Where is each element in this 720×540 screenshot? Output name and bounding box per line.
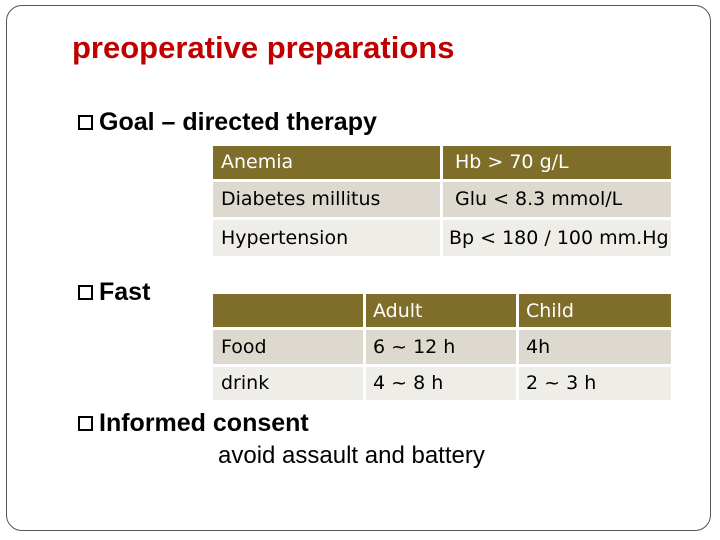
bullet-goal: Goal – directed therapy: [78, 108, 377, 137]
bullet-goal-text: Goal – directed therapy: [99, 108, 377, 136]
bullet-fast-text: Fast: [99, 278, 151, 306]
goal-target-cell: Hb > 70 g/L: [455, 151, 569, 173]
goal-condition-cell: Diabetes millitus: [221, 188, 381, 210]
checkbox-bullet-icon: [78, 416, 93, 431]
fast-child-cell: 2 ~ 3 h: [526, 372, 597, 394]
fast-table-header-row: [213, 294, 671, 327]
fast-adult-cell: 4 ~ 8 h: [373, 372, 444, 394]
fast-header-child: Child: [526, 300, 574, 322]
slide-frame: [6, 5, 711, 531]
goal-target-cell: Glu < 8.3 mmol/L: [455, 188, 623, 210]
bullet-consent-text: Informed consent: [99, 409, 309, 437]
checkbox-bullet-icon: [78, 115, 93, 130]
slide-title: preoperative preparations: [72, 30, 455, 65]
bullet-consent: Informed consent: [78, 409, 309, 438]
fast-item-cell: drink: [221, 372, 270, 394]
fast-table-row: [213, 330, 671, 364]
fast-child-cell: 4h: [526, 336, 551, 358]
goal-condition-cell: Anemia: [221, 151, 294, 173]
fast-header-adult: Adult: [373, 300, 423, 322]
checkbox-bullet-icon: [78, 285, 93, 300]
fast-item-cell: Food: [221, 336, 267, 358]
bullet-fast: Fast: [78, 278, 150, 307]
goal-condition-cell: Hypertension: [221, 227, 349, 249]
consent-detail: avoid assault and battery: [218, 442, 485, 469]
fast-adult-cell: 6 ~ 12 h: [373, 336, 456, 358]
goal-target-cell: Bp < 180 / 100 mm.Hg: [449, 227, 669, 249]
fast-table-row: [213, 367, 671, 400]
